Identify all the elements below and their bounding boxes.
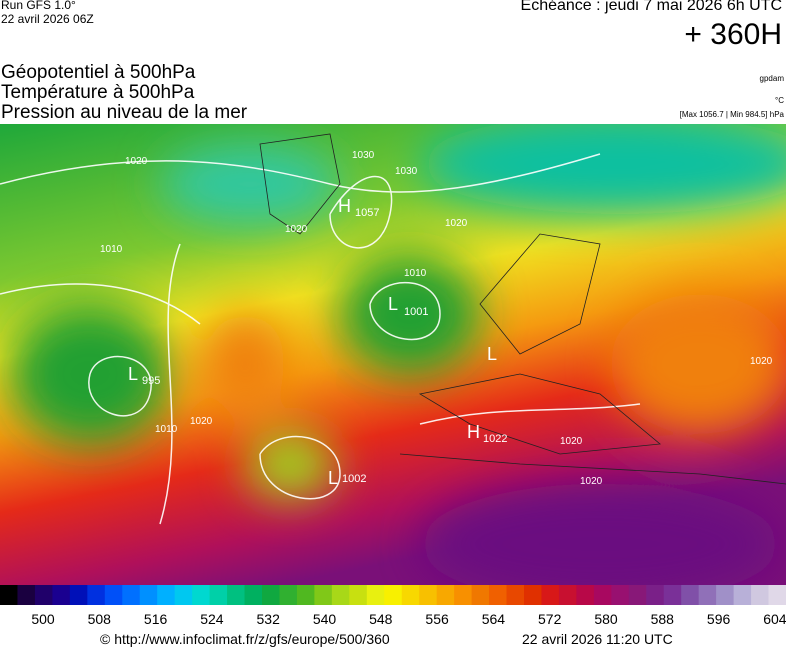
color-swatch <box>681 585 700 605</box>
colorbar-tick: 588 <box>651 611 675 627</box>
pressure-label: L <box>328 468 338 488</box>
color-swatch <box>768 585 786 605</box>
color-swatch <box>262 585 280 605</box>
color-swatch <box>349 585 368 605</box>
color-swatch <box>279 585 298 605</box>
pressure-label: 1002 <box>342 473 366 485</box>
color-swatch <box>69 585 88 605</box>
color-swatch <box>663 585 682 605</box>
pressure-label: 1030 <box>352 150 375 161</box>
pressure-label: 1010 <box>100 244 123 255</box>
color-swatch <box>489 585 508 605</box>
pressure-label: L <box>388 294 398 314</box>
title: Température à 500hPa <box>1 82 195 103</box>
color-swatch <box>139 585 158 605</box>
color-swatch <box>576 585 595 605</box>
run-date: 22 avril 2026 06Z <box>1 12 94 26</box>
color-swatch <box>401 585 420 605</box>
color-swatch <box>646 585 665 605</box>
colorbar-tick: 556 <box>425 611 449 627</box>
timestamp: 22 avril 2026 11:20 UTC <box>522 631 673 647</box>
pressure-label: 1010 <box>155 424 178 435</box>
pressure-label: L <box>128 364 138 384</box>
run: Run GFS 1.0° <box>1 0 76 12</box>
color-swatch <box>244 585 263 605</box>
color-swatch <box>104 585 123 605</box>
colorbar-tick: 500 <box>31 611 55 627</box>
color-swatch <box>733 585 752 605</box>
pressure-label: 1020 <box>580 476 603 487</box>
color-swatch <box>366 585 385 605</box>
colorbar-tick: 516 <box>144 611 168 627</box>
color-swatch <box>209 585 228 605</box>
colorbar-tick: 596 <box>707 611 731 627</box>
pressure-label: 1001 <box>404 306 428 318</box>
color-swatch <box>34 585 53 605</box>
color-swatch <box>17 585 36 605</box>
pressure-label: 1010 <box>404 268 427 279</box>
unit: °C <box>775 96 784 105</box>
colorbar-tick: 604 <box>763 611 786 627</box>
color-swatch <box>471 585 490 605</box>
pressure-label: 1022 <box>483 433 507 445</box>
colorbar-tick: 580 <box>594 611 618 627</box>
pressure-label: 1030 <box>395 166 418 177</box>
colorbar-tick: 508 <box>88 611 112 627</box>
pressure-label: L <box>487 344 497 364</box>
pressure-label: 1020 <box>750 356 773 367</box>
colorbar-ticks: 500 508 516 524 532 540 548 556 564 572 580 588 596 6… <box>31 611 786 627</box>
color-swatch <box>52 585 71 605</box>
title: Pression au niveau de la mer <box>1 102 248 123</box>
pressure-label: 1057 <box>355 207 379 219</box>
source-url: © http://www.infoclimat.fr/z/gfs/europe/… <box>100 631 390 647</box>
colorbar-tick: 572 <box>538 611 562 627</box>
color-swatch <box>157 585 176 605</box>
pressure-label: 1020 <box>445 218 468 229</box>
color-swatch <box>611 585 630 605</box>
unit: [Max 1056.7 | Min 984.5] hPa <box>679 110 784 119</box>
color-swatch <box>524 585 542 605</box>
color-swatch <box>593 585 612 605</box>
pressure-label: 1020 <box>560 436 583 447</box>
color-swatch <box>192 585 211 605</box>
pressure-label: 995 <box>142 375 160 387</box>
color-swatch <box>87 585 106 605</box>
color-swatch <box>419 585 438 605</box>
color-swatch <box>122 585 141 605</box>
color-swatch <box>314 585 333 605</box>
lead-time: + 360H <box>684 18 782 51</box>
color-swatch <box>331 585 350 605</box>
pressure-label: 1020 <box>125 156 148 167</box>
color-swatch <box>436 585 455 605</box>
color-swatch <box>227 585 246 605</box>
colorbar <box>0 585 786 605</box>
color-swatch <box>558 585 577 605</box>
color-swatch <box>716 585 735 605</box>
pressure-label: H <box>338 196 351 216</box>
color-swatch <box>296 585 315 605</box>
color-swatch <box>506 585 525 605</box>
color-swatch <box>698 585 717 605</box>
color-swatch <box>454 585 473 605</box>
pressure-label: 1020 <box>190 416 213 427</box>
color-swatch <box>751 585 770 605</box>
pressure-label: 1020 <box>285 224 308 235</box>
colorbar-tick: 524 <box>200 611 224 627</box>
unit: gpdam <box>759 74 784 83</box>
color-swatch <box>174 585 193 605</box>
colorbar-tick: 564 <box>482 611 506 627</box>
colorbar-tick: 548 <box>369 611 393 627</box>
color-swatch <box>0 585 18 605</box>
color-swatch <box>628 585 647 605</box>
title: Géopotentiel à 500hPa <box>1 62 196 83</box>
colorbar-tick: 532 <box>257 611 281 627</box>
color-swatch <box>541 585 560 605</box>
pressure-label: H <box>467 422 480 442</box>
color-swatch <box>384 585 403 605</box>
colorbar-tick: 540 <box>313 611 337 627</box>
echeance: Echéance : jeudi 7 mai 2026 6h UTC <box>520 0 782 14</box>
